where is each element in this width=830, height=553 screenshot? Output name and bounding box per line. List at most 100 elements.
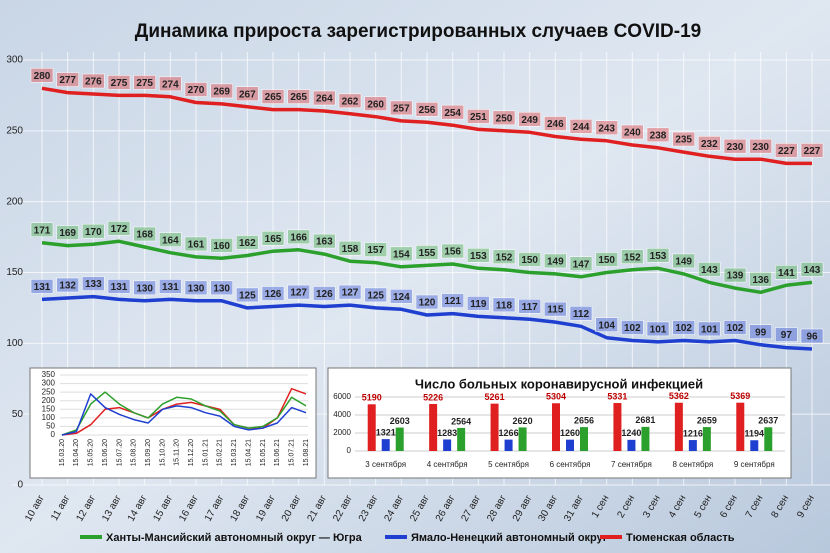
series-line <box>61 391 307 436</box>
bar <box>429 403 438 451</box>
data-label: 161 <box>188 240 205 251</box>
data-label: 102 <box>624 323 641 334</box>
bar-label: 5331 <box>607 391 627 401</box>
bar <box>641 426 650 451</box>
data-label: 238 <box>650 130 667 141</box>
data-label-box <box>133 226 156 242</box>
data-label: 168 <box>136 230 153 241</box>
x-tick-label: 15.08.21 <box>303 439 310 466</box>
data-label: 102 <box>727 323 744 334</box>
data-label-box <box>800 328 824 344</box>
data-label-box <box>492 249 516 264</box>
data-label-box <box>467 296 490 311</box>
data-label-box <box>236 287 259 303</box>
data-label-box <box>569 306 593 321</box>
data-label: 153 <box>470 251 487 262</box>
x-tick-label: 15.03.21 <box>231 439 238 466</box>
data-label: 232 <box>701 139 718 150</box>
x-tick-label: 15.11.20 <box>174 439 181 466</box>
data-label: 143 <box>804 265 821 276</box>
data-label: 171 <box>34 225 51 236</box>
bar-label: 5261 <box>485 392 505 402</box>
data-label-box <box>544 301 567 317</box>
data-label: 96 <box>806 332 818 343</box>
y-tick-label: 2000 <box>333 428 351 437</box>
data-label-box <box>313 233 336 249</box>
data-label-box <box>467 109 490 124</box>
bar-label: 2659 <box>697 415 717 425</box>
data-label-box <box>313 90 336 106</box>
data-label: 265 <box>265 92 282 103</box>
data-label: 275 <box>136 78 153 89</box>
data-label: 147 <box>573 259 590 270</box>
x-tick-label: 15.03.20 <box>59 439 66 466</box>
y-tick-label: 200 <box>42 396 56 405</box>
data-label: 127 <box>342 288 359 299</box>
data-label-box <box>698 136 721 151</box>
data-label: 156 <box>444 247 461 258</box>
bar <box>504 439 513 451</box>
data-label: 267 <box>239 89 256 100</box>
data-label-box <box>467 248 490 263</box>
data-label: 141 <box>778 268 795 279</box>
bar <box>627 439 636 451</box>
data-label-box <box>672 320 695 335</box>
y-tick-label: 50 <box>46 422 55 431</box>
bar-label: 2603 <box>390 416 410 426</box>
x-tick-label: 8 сентября <box>672 460 713 469</box>
data-label: 149 <box>547 257 564 268</box>
x-tick-label: 15.06.21 <box>274 439 281 466</box>
data-label: 112 <box>573 309 590 320</box>
data-label-box <box>287 284 310 300</box>
data-label-box <box>184 82 208 97</box>
y-tick-label: 50 <box>12 409 24 420</box>
data-label-box <box>646 127 670 143</box>
data-label-box <box>723 320 747 335</box>
data-label-box <box>518 112 541 127</box>
data-label: 166 <box>290 232 307 243</box>
x-tick-label: 5 сентября <box>488 460 529 469</box>
data-label-box <box>287 89 310 104</box>
data-label-box <box>749 272 772 287</box>
data-label: 169 <box>59 228 76 239</box>
data-label: 117 <box>522 302 539 313</box>
data-label: 153 <box>650 251 667 262</box>
data-label-box <box>210 83 233 99</box>
data-label: 163 <box>316 237 333 248</box>
data-label: 227 <box>804 146 821 157</box>
data-label: 162 <box>239 238 256 249</box>
bar-label: 2620 <box>513 416 533 426</box>
data-label-box <box>518 299 541 314</box>
bar <box>580 427 588 451</box>
data-label-box <box>415 294 439 310</box>
bar <box>443 439 452 451</box>
data-label: 165 <box>265 234 282 245</box>
y-tick-label: 0 <box>347 446 352 455</box>
data-label: 277 <box>59 75 76 86</box>
x-tick-label: 4 сентября <box>427 460 468 469</box>
data-label-box <box>133 75 156 90</box>
bar-label: 1260 <box>560 428 580 438</box>
data-label-box <box>56 277 79 293</box>
data-label: 158 <box>342 244 359 255</box>
data-label-box <box>698 262 721 277</box>
data-label-box <box>364 242 387 257</box>
y-tick-label: 100 <box>42 413 56 422</box>
y-tick-label: 300 <box>6 55 23 66</box>
series-line <box>61 393 307 436</box>
data-label: 264 <box>316 94 333 105</box>
data-label-box <box>544 116 567 131</box>
legend: Ханты-Мансийский автономный округ — Югра… <box>80 532 735 544</box>
data-label: 97 <box>781 330 793 341</box>
data-label: 126 <box>316 289 333 300</box>
data-label-box <box>82 73 105 89</box>
data-label: 249 <box>521 115 538 126</box>
data-label: 115 <box>547 305 564 316</box>
data-label: 132 <box>59 281 76 292</box>
data-label-box <box>107 279 131 294</box>
data-label-box <box>723 138 747 154</box>
x-tick-label: 9 сентября <box>734 460 775 469</box>
data-label-box <box>800 262 824 277</box>
y-tick-label: 150 <box>6 267 23 278</box>
